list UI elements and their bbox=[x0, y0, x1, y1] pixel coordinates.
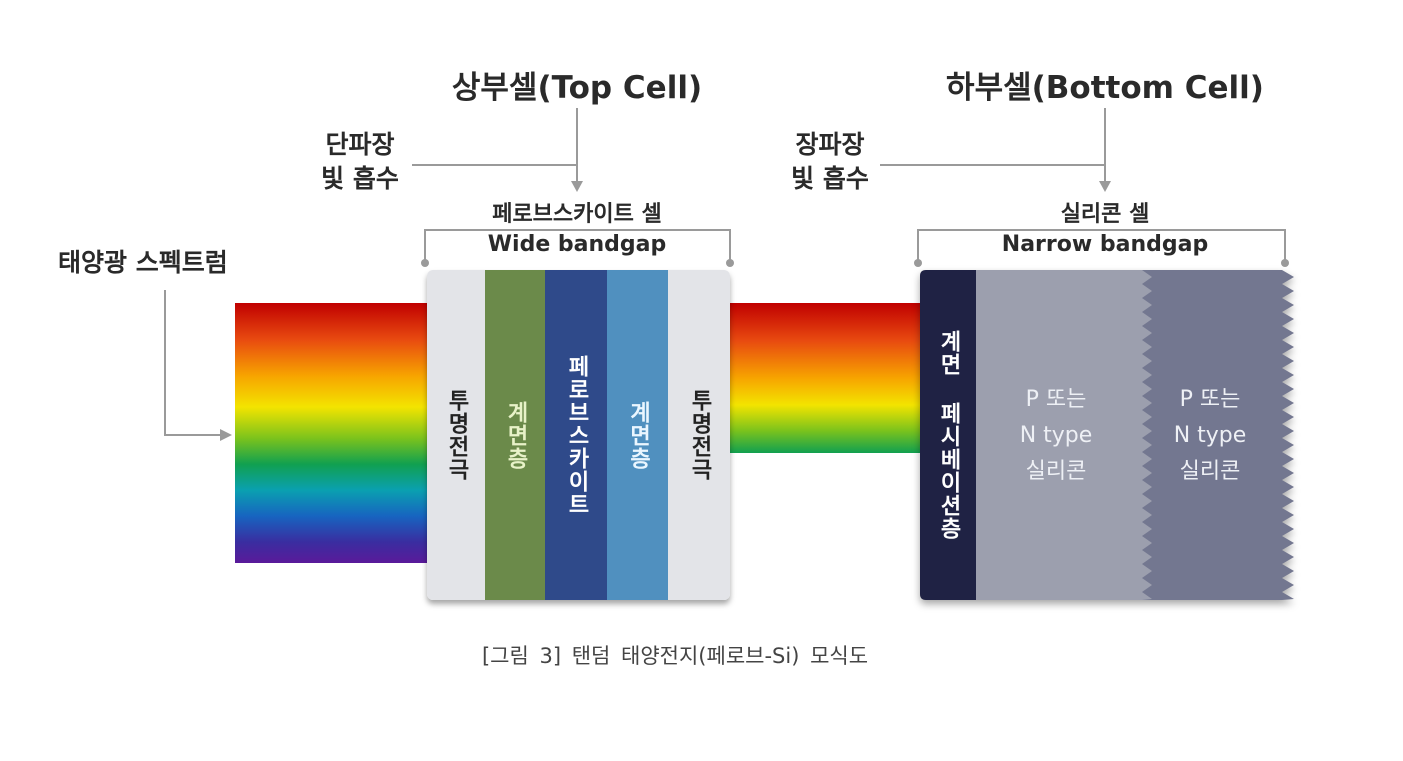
short-wave-absorb-label: 단파장 빛 흡수 bbox=[312, 128, 408, 196]
long-wave-absorb-label: 장파장 빛 흡수 bbox=[782, 128, 878, 196]
bottom-cell-bracket bbox=[917, 229, 1286, 262]
layer-label: 투명전극 bbox=[687, 389, 712, 481]
silicon-dark-label: P 또는 N type 실리콘 bbox=[1140, 382, 1280, 490]
perovskite-cell-label: 페로브스카이트 셀 bbox=[492, 202, 662, 227]
silicon-light-label: P 또는 N type 실리콘 bbox=[976, 382, 1136, 490]
label-line: N type bbox=[1173, 423, 1247, 448]
figure-caption: [그림 3] 탠덤 태양전지(페로브-Si) 모식도 bbox=[481, 644, 869, 668]
label-line: N type bbox=[1019, 423, 1093, 448]
layer-label: 페로브스카이트 bbox=[564, 354, 589, 516]
label-line: 실리콘 bbox=[1179, 459, 1241, 484]
arrowhead-icon bbox=[1099, 181, 1111, 192]
layer-interface-green: 계면층 bbox=[485, 270, 545, 600]
solar-spectrum-band bbox=[235, 303, 427, 563]
layer-label: 계면층 bbox=[625, 400, 651, 470]
label-line: 실리콘 bbox=[1025, 459, 1087, 484]
short-wave-line1: 단파장 bbox=[325, 130, 395, 159]
layer-interface-blue: 계면층 bbox=[607, 270, 668, 600]
label-line: P 또는 bbox=[1179, 387, 1241, 412]
passivation-layer bbox=[920, 270, 976, 600]
layer-label: 계면층 bbox=[503, 400, 528, 470]
layer-perovskite: 페로브스카이트 bbox=[545, 270, 607, 600]
narrow-bandgap-label: Narrow bandgap bbox=[995, 232, 1215, 257]
perovskite-cell-stack: 투명전극 계면층 페로브스카이트 계면층 투명전극 bbox=[427, 270, 730, 600]
layer-transparent-electrode-bottom: 투명전극 bbox=[668, 270, 730, 600]
top-cell-title: 상부셀(Top Cell) bbox=[451, 70, 703, 106]
silicon-light-layer bbox=[960, 270, 1152, 600]
bottom-cell-title: 하부셀(Bottom Cell) bbox=[946, 70, 1264, 106]
layer-label: 계면 페시베이션층 bbox=[936, 330, 961, 540]
silicon-cell-label: 실리콘 셀 bbox=[1060, 202, 1150, 227]
passivation-label-wrap: 계면 페시베이션층 bbox=[920, 270, 976, 600]
solar-spectrum-label: 태양광 스펙트럼 bbox=[58, 248, 228, 277]
transmitted-spectrum-band bbox=[728, 303, 922, 453]
label-line: P 또는 bbox=[1025, 387, 1087, 412]
short-wave-line2: 빛 흡수 bbox=[321, 164, 399, 193]
long-wave-line1: 장파장 bbox=[795, 130, 865, 159]
arrowhead-icon bbox=[571, 181, 583, 192]
layer-label: 투명전극 bbox=[444, 389, 469, 481]
layer-transparent-electrode-top: 투명전극 bbox=[427, 270, 485, 600]
silicon-cell-stack bbox=[920, 270, 1294, 600]
spectrum-arrow bbox=[164, 290, 222, 436]
top-cell-bracket bbox=[424, 229, 731, 262]
wide-bandgap-label: Wide bandgap bbox=[481, 232, 673, 257]
long-wave-line2: 빛 흡수 bbox=[791, 164, 869, 193]
arrowhead-icon bbox=[220, 429, 232, 441]
